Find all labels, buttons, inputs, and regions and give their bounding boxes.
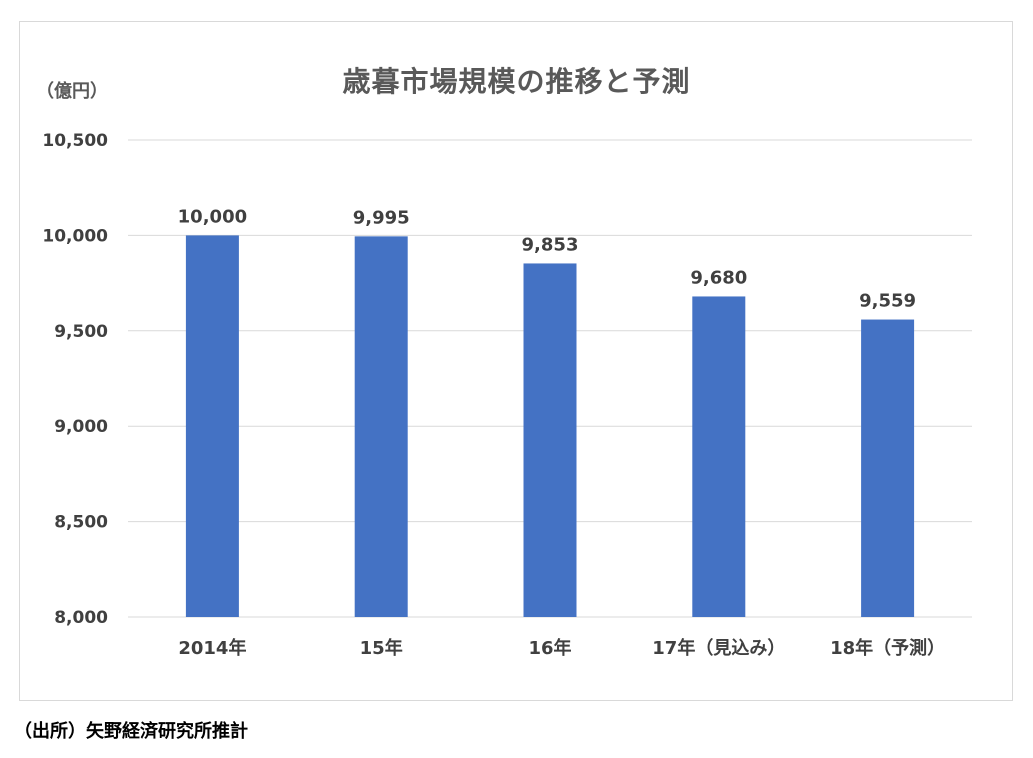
x-category-label: 18年（予測） bbox=[830, 637, 945, 659]
x-category-label: 2014年 bbox=[178, 637, 246, 659]
y-tick-label: 9,500 bbox=[54, 322, 108, 342]
bar bbox=[692, 296, 746, 617]
data-label: 10,000 bbox=[178, 206, 247, 227]
source-note: （出所）矢野経済研究所推計 bbox=[14, 721, 248, 742]
y-tick-label: 10,500 bbox=[42, 131, 108, 151]
chart-title: 歳暮市場規模の推移と予測 bbox=[342, 65, 691, 98]
y-tick-label: 8,000 bbox=[54, 608, 108, 628]
data-label: 9,559 bbox=[859, 291, 916, 312]
y-tick-label: 10,000 bbox=[42, 226, 108, 246]
bar bbox=[523, 263, 577, 617]
data-label: 9,680 bbox=[690, 267, 747, 288]
x-category-label: 16年 bbox=[528, 637, 571, 659]
data-label: 9,853 bbox=[522, 234, 579, 255]
bar bbox=[861, 319, 915, 617]
x-category-label: 15年 bbox=[360, 637, 403, 659]
bar bbox=[354, 236, 408, 617]
bar bbox=[185, 235, 239, 617]
y-tick-label: 9,000 bbox=[54, 417, 108, 437]
data-label: 9,995 bbox=[353, 207, 410, 228]
y-axis-unit-label: （億円） bbox=[36, 81, 108, 102]
y-tick-label: 8,500 bbox=[54, 513, 108, 533]
x-category-label: 17年（見込み） bbox=[652, 637, 785, 659]
chart-frame bbox=[19, 21, 1013, 701]
